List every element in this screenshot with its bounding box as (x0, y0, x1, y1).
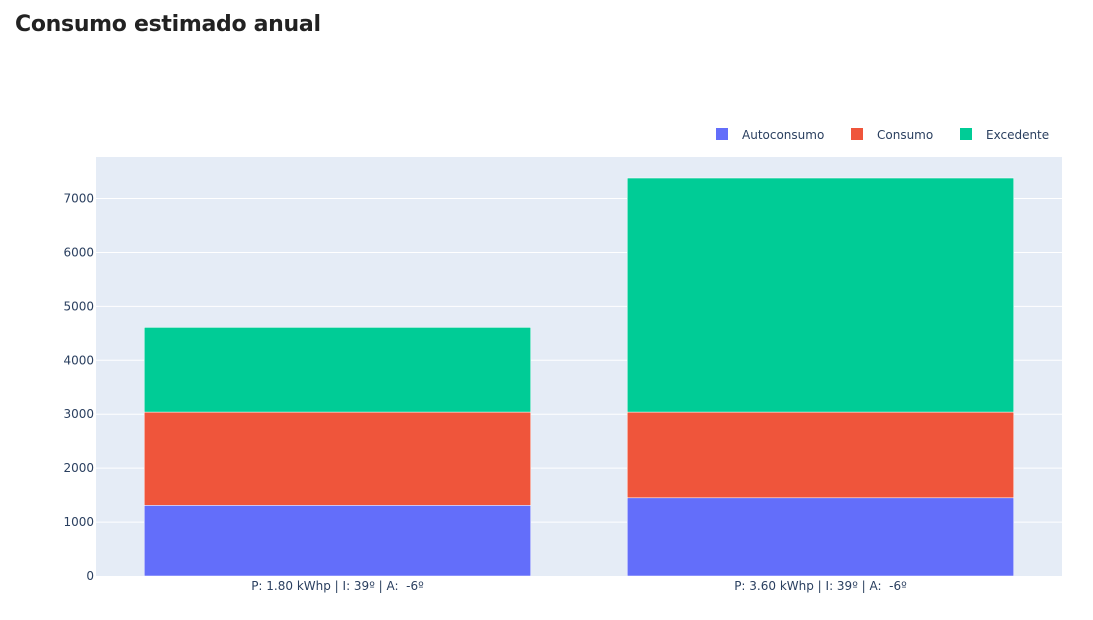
bar-consumo-1[interactable] (144, 411, 531, 506)
y-tick-label: 3000 (63, 407, 94, 421)
bar-autoconsumo-1[interactable] (144, 505, 531, 577)
legend-label: Excedente (986, 128, 1049, 142)
legend-label: Autoconsumo (742, 128, 824, 142)
y-tick-label: 6000 (63, 245, 94, 259)
y-tick-label: 5000 (63, 299, 94, 313)
y-tick-label: 0 (86, 569, 94, 583)
legend-item-excedente[interactable]: Excedente (960, 128, 1049, 142)
legend-label: Consumo (877, 128, 933, 142)
y-tick-label: 2000 (63, 461, 94, 475)
bar-consumo-2[interactable] (627, 411, 1014, 499)
y-tick-label: 7000 (63, 192, 94, 206)
y-axis-ticks: 0 1000 2000 3000 4000 5000 6000 7000 (63, 192, 94, 583)
bar-excedente-2[interactable] (627, 177, 1014, 413)
legend-item-consumo[interactable]: Consumo (851, 128, 933, 142)
legend-swatch (960, 128, 972, 140)
y-tick-label: 1000 (63, 515, 94, 529)
x-tick-label: P: 1.80 kWhp | I: 39º | A: -6º (251, 579, 424, 593)
legend-swatch (716, 128, 728, 140)
y-tick-label: 4000 (63, 353, 94, 367)
page-title: Consumo estimado anual (15, 12, 321, 37)
legend-swatch (851, 128, 863, 140)
x-axis-ticks: P: 1.80 kWhp | I: 39º | A: -6º P: 3.60 kW… (251, 579, 907, 593)
legend-item-autoconsumo[interactable]: Autoconsumo (716, 128, 824, 142)
legend[interactable]: Autoconsumo Consumo Excedente (716, 128, 1049, 142)
bars (144, 177, 1014, 577)
bar-excedente-1[interactable] (144, 327, 531, 413)
x-tick-label: P: 3.60 kWhp | I: 39º | A: -6º (734, 579, 907, 593)
bar-autoconsumo-2[interactable] (627, 497, 1014, 577)
